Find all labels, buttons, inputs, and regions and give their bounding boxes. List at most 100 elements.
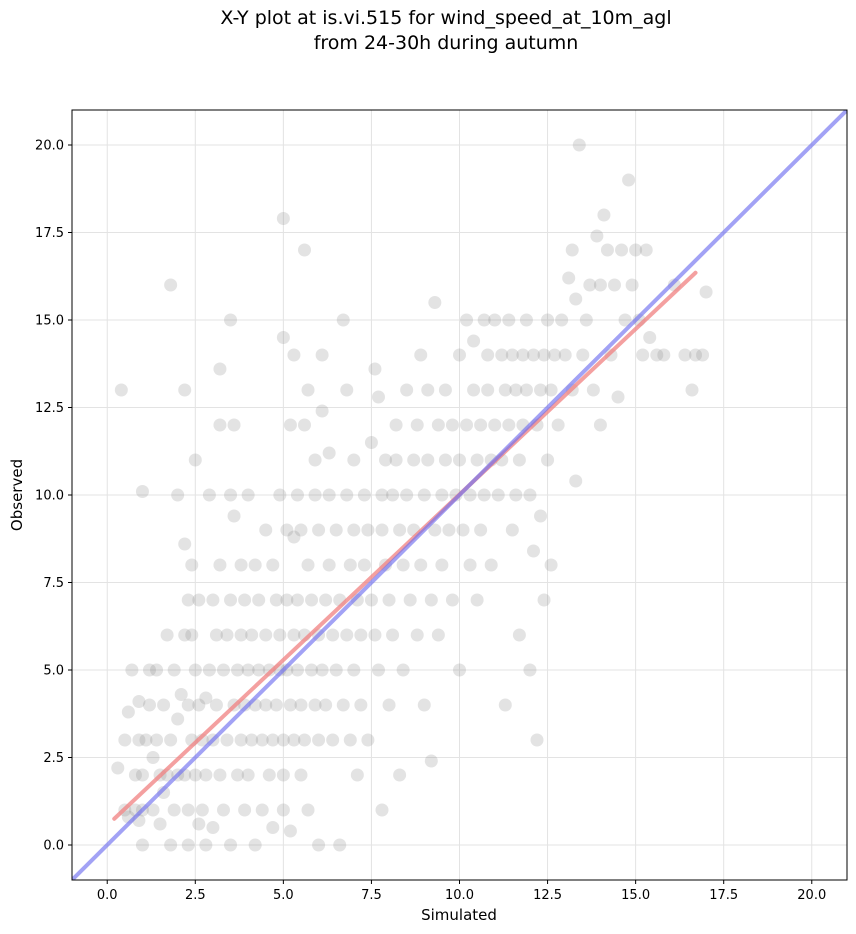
data-point: [276, 331, 290, 344]
y-tick-label: 0.0: [43, 839, 64, 854]
data-point: [308, 698, 322, 712]
data-point: [410, 628, 424, 642]
data-point: [308, 488, 322, 502]
data-point: [227, 418, 241, 432]
data-point: [276, 733, 290, 747]
data-point: [343, 733, 357, 747]
data-point: [276, 212, 290, 225]
data-point: [551, 418, 565, 432]
data-point: [336, 698, 350, 712]
data-point: [298, 243, 311, 257]
data-point: [431, 628, 445, 642]
data-point: [164, 838, 178, 852]
data-point: [283, 698, 297, 712]
data-point: [699, 285, 713, 299]
data-point: [586, 383, 600, 397]
data-point: [135, 485, 149, 498]
data-point: [389, 418, 403, 432]
data-point: [424, 593, 438, 607]
data-point: [541, 313, 555, 327]
data-point: [361, 523, 375, 537]
data-point: [188, 768, 202, 782]
data-point: [537, 593, 551, 607]
data-point: [431, 418, 445, 432]
data-point: [414, 558, 428, 572]
data-point: [421, 453, 435, 467]
axis-ticks: 0.0 2.5 5.0 7.5 10.0 12.5 15.0 17.5 20.0 0.0 2.5 5.…: [35, 139, 826, 904]
data-point: [368, 628, 382, 642]
data-point: [488, 418, 502, 432]
data-point: [209, 698, 223, 712]
data-point: [290, 488, 304, 502]
chart-title-line-1: X-Y plot at is.vi.515 for wind_speed_at_…: [220, 7, 671, 29]
data-point: [294, 698, 308, 712]
data-point: [167, 803, 181, 817]
data-point: [354, 698, 368, 712]
data-point: [470, 453, 484, 467]
data-point: [241, 663, 255, 677]
x-tick-label: 10.0: [445, 888, 474, 903]
data-point: [312, 733, 326, 747]
data-point: [650, 348, 664, 362]
data-point: [287, 628, 301, 642]
data-point: [445, 418, 459, 432]
data-point: [294, 523, 308, 537]
data-point: [336, 313, 350, 327]
data-point: [696, 348, 710, 362]
y-tick-label: 10.0: [35, 489, 64, 504]
data-point: [639, 243, 653, 257]
data-point: [181, 838, 195, 852]
data-point: [220, 733, 234, 747]
data-point: [192, 817, 206, 831]
data-point: [135, 838, 149, 852]
data-point: [375, 523, 389, 537]
data-point: [445, 593, 459, 607]
y-tick-label: 17.5: [35, 226, 64, 241]
data-point: [248, 838, 262, 852]
data-point: [484, 558, 498, 572]
data-point: [312, 838, 326, 852]
data-point: [181, 593, 195, 607]
data-point: [245, 733, 259, 747]
data-point: [393, 768, 407, 782]
data-point: [544, 383, 558, 397]
data-point: [287, 733, 301, 747]
data-point: [593, 278, 607, 292]
data-point: [160, 628, 174, 642]
data-point: [231, 768, 245, 782]
data-point: [435, 488, 449, 502]
data-point: [678, 348, 692, 362]
data-point: [294, 768, 308, 782]
data-point: [185, 558, 199, 572]
data-point: [368, 362, 382, 376]
data-point: [382, 593, 396, 607]
x-tick-label: 2.5: [185, 888, 206, 903]
data-point: [438, 383, 452, 397]
data-point: [534, 383, 548, 397]
data-point: [118, 733, 132, 747]
data-point: [414, 348, 428, 362]
data-point: [188, 663, 202, 677]
chart-title-line-2: from 24-30h during autumn: [314, 32, 579, 54]
data-point: [206, 821, 220, 834]
data-point: [618, 313, 632, 327]
data-point: [241, 488, 255, 502]
data-point: [467, 383, 481, 397]
data-point: [615, 243, 629, 257]
data-point: [629, 243, 643, 257]
data-point: [305, 663, 319, 677]
data-point: [231, 663, 245, 677]
data-point: [202, 663, 216, 677]
data-point: [150, 663, 164, 677]
data-point: [537, 348, 551, 362]
data-point: [347, 523, 361, 537]
data-point: [558, 348, 572, 362]
data-point: [216, 663, 230, 677]
data-point: [350, 768, 364, 782]
data-point: [340, 628, 354, 642]
x-tick-label: 0.0: [97, 888, 118, 903]
data-point: [534, 509, 548, 523]
data-point: [276, 768, 290, 782]
data-point: [491, 488, 505, 502]
